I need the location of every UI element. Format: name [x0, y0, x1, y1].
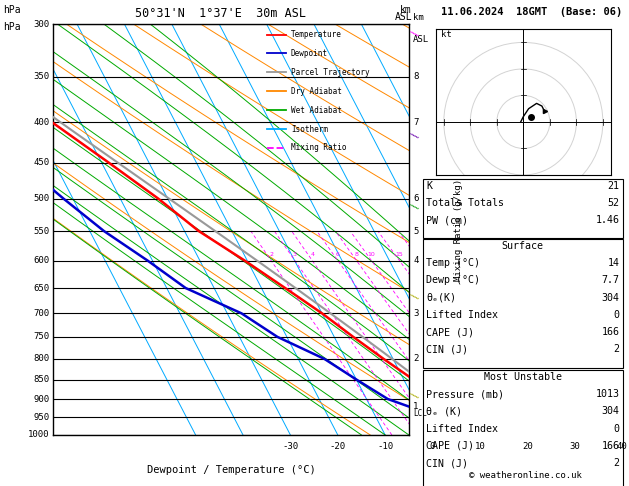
Text: 900: 900 [33, 395, 49, 403]
Text: 3: 3 [413, 309, 418, 318]
Text: 304: 304 [601, 406, 620, 417]
Text: 700: 700 [33, 309, 49, 318]
Text: 8: 8 [413, 72, 418, 81]
Text: \: \ [410, 292, 420, 301]
Text: Mixing Ratio (g/kg): Mixing Ratio (g/kg) [454, 178, 463, 281]
Text: CAPE (J): CAPE (J) [426, 327, 474, 337]
Text: 0: 0 [430, 442, 435, 451]
Text: 750: 750 [33, 332, 49, 341]
Text: 1000: 1000 [28, 431, 49, 439]
Text: 2: 2 [413, 354, 418, 364]
Text: km: km [400, 5, 412, 15]
Text: Pressure (mb): Pressure (mb) [426, 389, 504, 399]
Text: hPa: hPa [3, 22, 21, 32]
Text: 950: 950 [33, 413, 49, 422]
Text: 550: 550 [33, 226, 49, 236]
Text: 52: 52 [608, 198, 620, 208]
Text: θₑ (K): θₑ (K) [426, 406, 462, 417]
Text: 850: 850 [33, 375, 49, 384]
Text: 350: 350 [33, 72, 49, 81]
Text: 166: 166 [601, 441, 620, 451]
Text: \: \ [410, 391, 420, 401]
Text: Mixing Ratio: Mixing Ratio [291, 143, 347, 153]
Text: 2: 2 [613, 345, 620, 354]
Text: LCL: LCL [413, 409, 427, 418]
Text: 1: 1 [413, 402, 418, 411]
Text: 300: 300 [33, 20, 49, 29]
Text: Temp (°C): Temp (°C) [426, 258, 481, 268]
Text: km: km [413, 13, 424, 22]
Text: 50°31'N  1°37'E  30m ASL: 50°31'N 1°37'E 30m ASL [135, 7, 306, 20]
Text: \: \ [410, 29, 420, 39]
Text: Most Unstable: Most Unstable [484, 372, 562, 382]
Text: Dewp (°C): Dewp (°C) [426, 276, 481, 285]
Text: Lifted Index: Lifted Index [426, 423, 498, 434]
Text: © weatheronline.co.uk: © weatheronline.co.uk [469, 470, 582, 480]
Text: Wet Adiabat: Wet Adiabat [291, 105, 342, 115]
Text: 15: 15 [396, 252, 403, 258]
Text: 40: 40 [616, 442, 628, 451]
Text: 600: 600 [33, 256, 49, 265]
Text: 6: 6 [413, 194, 418, 203]
Text: 30: 30 [569, 442, 580, 451]
Text: Temperature: Temperature [291, 30, 342, 39]
Text: \: \ [410, 131, 420, 141]
Text: Totals Totals: Totals Totals [426, 198, 504, 208]
Text: -10: -10 [377, 442, 393, 451]
Text: 0: 0 [613, 423, 620, 434]
Text: 7.7: 7.7 [601, 276, 620, 285]
Text: Isotherm: Isotherm [291, 124, 328, 134]
Text: Parcel Trajectory: Parcel Trajectory [291, 68, 369, 77]
Text: 20: 20 [522, 442, 533, 451]
Text: \: \ [410, 202, 420, 211]
Text: 304: 304 [601, 293, 620, 303]
Text: 14: 14 [608, 258, 620, 268]
Text: 11.06.2024  18GMT  (Base: 06): 11.06.2024 18GMT (Base: 06) [441, 7, 622, 17]
Text: CAPE (J): CAPE (J) [426, 441, 474, 451]
Text: -30: -30 [282, 442, 298, 451]
Text: 400: 400 [33, 118, 49, 127]
Text: 500: 500 [33, 194, 49, 203]
Text: kt: kt [441, 30, 452, 39]
Text: 0: 0 [613, 310, 620, 320]
Text: 1013: 1013 [596, 389, 620, 399]
Text: Surface: Surface [502, 241, 543, 251]
Text: 3: 3 [293, 252, 297, 258]
Text: hPa: hPa [3, 5, 21, 15]
Text: K: K [426, 181, 433, 191]
Text: PW (cm): PW (cm) [426, 215, 469, 226]
Text: 21: 21 [608, 181, 620, 191]
Text: 450: 450 [33, 158, 49, 167]
Text: 5: 5 [413, 226, 418, 236]
Text: 10: 10 [368, 252, 376, 258]
Text: 166: 166 [601, 327, 620, 337]
Text: θₑ(K): θₑ(K) [426, 293, 457, 303]
Text: 8: 8 [355, 252, 359, 258]
Text: 4: 4 [310, 252, 314, 258]
Text: 6: 6 [336, 252, 340, 258]
Text: Lifted Index: Lifted Index [426, 310, 498, 320]
Text: 650: 650 [33, 283, 49, 293]
Text: 2: 2 [613, 458, 620, 468]
Text: Dry Adiabat: Dry Adiabat [291, 87, 342, 96]
Text: 10: 10 [474, 442, 486, 451]
Text: Dewpoint: Dewpoint [291, 49, 328, 58]
Text: 7: 7 [413, 118, 418, 127]
Text: 1.46: 1.46 [596, 215, 620, 226]
Text: CIN (J): CIN (J) [426, 458, 469, 468]
Text: -20: -20 [330, 442, 346, 451]
Text: Dewpoint / Temperature (°C): Dewpoint / Temperature (°C) [147, 465, 316, 474]
Text: ASL: ASL [413, 35, 429, 44]
Text: ASL: ASL [394, 12, 412, 22]
Text: CIN (J): CIN (J) [426, 345, 469, 354]
Text: 800: 800 [33, 354, 49, 364]
Text: 2: 2 [269, 252, 273, 258]
Text: 4: 4 [413, 256, 418, 265]
